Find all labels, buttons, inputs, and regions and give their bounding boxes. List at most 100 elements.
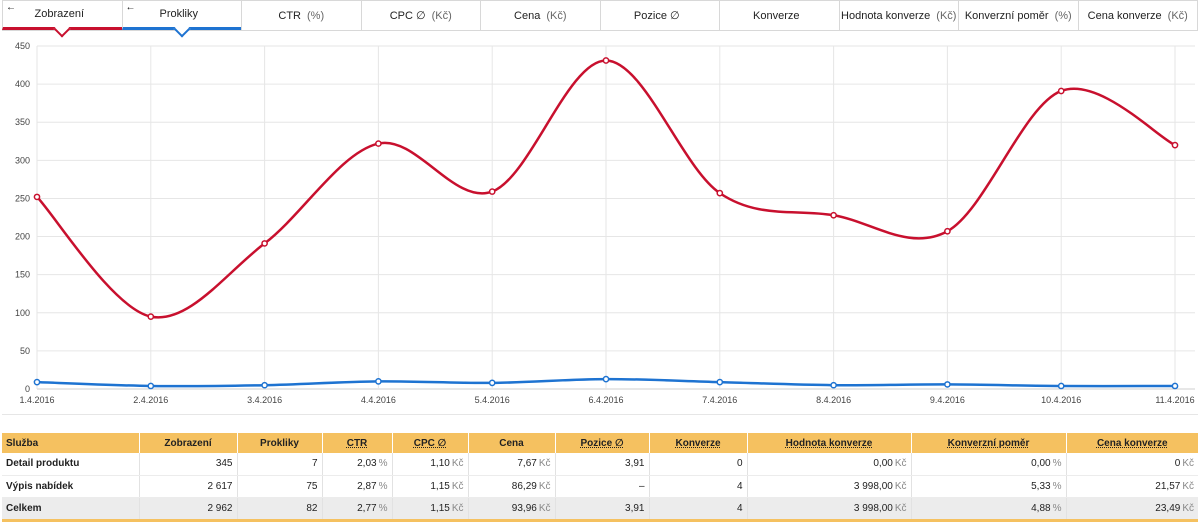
cell-unit: Kč <box>451 502 464 514</box>
col-header-label: CTR <box>346 437 368 449</box>
tab-pozice[interactable]: Pozice ∅ <box>599 0 719 30</box>
cell-value: 4 <box>736 480 743 492</box>
table-body: Detail produktu 345 7 2,03% 1,10 Kč 7,67 Kč 3,91… <box>2 453 1198 522</box>
table-cell: 82 <box>236 497 322 522</box>
table-cell: 2,03% <box>321 453 392 476</box>
tab-ctr[interactable]: CTR (%) <box>241 0 361 30</box>
data-point <box>375 378 382 385</box>
tab-label: Cena konverze <box>1087 9 1162 22</box>
tab-unit: (Kč) <box>546 9 567 22</box>
table-cell: 75 <box>236 475 322 498</box>
cell-unit: % <box>378 458 388 470</box>
tab-prokliky[interactable]: ← Prokliky <box>121 0 241 30</box>
cell-value: 86,29 <box>511 480 537 492</box>
cell-value: 3 998,00 <box>853 480 893 492</box>
tab-konverzni-pomer[interactable]: Konverzní poměr (%) <box>958 0 1078 30</box>
cell-value: 1,15 <box>430 480 450 492</box>
x-tick-label: 4.4.2016 <box>361 395 396 405</box>
col-header-ctr[interactable]: CTR <box>321 433 392 453</box>
tab-hodnota-konverze[interactable]: Hodnota konverze (Kč) <box>838 0 958 30</box>
x-tick-label: 2.4.2016 <box>133 395 168 405</box>
col-header-hodnota-konverze[interactable]: Hodnota konverze <box>746 433 911 453</box>
col-header-konverzni-pomer[interactable]: Konverzní poměr <box>910 433 1066 453</box>
cell-value: 75 <box>306 480 318 492</box>
table-cell: 0,00% <box>910 453 1066 476</box>
table-cell: 2,77% <box>321 497 392 522</box>
col-header-prokliky[interactable]: Prokliky <box>236 433 322 453</box>
cell-value: 2,03 <box>357 458 377 470</box>
tab-unit: (%) <box>1054 9 1072 22</box>
chart-divider <box>2 414 1198 415</box>
col-header-zobrazeni[interactable]: Zobrazení <box>138 433 237 453</box>
cell-unit: Kč <box>1182 480 1194 492</box>
data-point <box>1057 87 1065 95</box>
col-header-konverze[interactable]: Konverze <box>648 433 747 453</box>
cell-value: 2,77 <box>357 502 377 514</box>
col-header-label: Hodnota konverze <box>785 437 873 449</box>
cell-value: 7 <box>311 458 318 470</box>
series-line-0 <box>36 59 1176 319</box>
cell-unit: % <box>378 502 388 514</box>
col-header-cpc[interactable]: CPC ∅ <box>391 433 468 453</box>
service-name: Detail produktu <box>2 453 139 476</box>
remove-series-icon[interactable]: ← <box>125 2 136 13</box>
table-cell: 7 <box>236 453 322 476</box>
data-point <box>830 211 837 219</box>
table-cell: 7,67 Kč <box>467 453 555 476</box>
table-cell: 4 <box>648 475 747 498</box>
cell-unit: % <box>1052 502 1062 514</box>
x-tick-label: 1.4.2016 <box>19 395 54 405</box>
cell-value: 5,33 <box>1031 480 1051 492</box>
remove-series-icon[interactable]: ← <box>6 2 16 13</box>
data-point <box>944 381 951 388</box>
cell-unit: Kč <box>1182 458 1194 470</box>
table-cell: – <box>554 475 649 498</box>
cell-unit: Kč <box>538 458 551 470</box>
table-cell: 0 Kč <box>1065 453 1198 476</box>
stats-table: Služba Zobrazení Prokliky CTR CPC ∅ Cena… <box>2 433 1198 522</box>
cell-value: 0 <box>736 458 743 470</box>
table-row: Detail produktu 345 7 2,03% 1,10 Kč 7,67 Kč 3,91… <box>2 453 1198 476</box>
cell-value: 21,57 <box>1155 480 1181 492</box>
table-cell: 0 <box>648 453 747 476</box>
table-cell: 0,00 Kč <box>746 453 911 476</box>
x-tick-label: 6.4.2016 <box>588 395 623 405</box>
tab-zobrazeni[interactable]: ← Zobrazení <box>2 0 122 30</box>
tab-label: Prokliky <box>159 8 198 20</box>
cell-value: 1,15 <box>430 502 450 514</box>
col-header-cena-konverze[interactable]: Cena konverze <box>1065 433 1198 453</box>
cell-unit: Kč <box>538 480 551 492</box>
service-name: Výpis nabídek <box>2 475 139 498</box>
col-header-sluzba: Služba <box>2 433 139 453</box>
tab-cena-konverze[interactable]: Cena konverze (Kč) <box>1077 0 1198 30</box>
chart-svg: 0 50 100 150 200 250 300 350 400 450 1.4.2016 2.4.2… <box>15 41 1195 405</box>
table-cell: 23,49 Kč <box>1065 497 1198 522</box>
col-header-pozice[interactable]: Pozice ∅ <box>554 433 649 453</box>
tab-cena[interactable]: Cena (Kč) <box>480 0 600 30</box>
cell-unit: % <box>1052 480 1062 492</box>
data-point <box>261 240 268 247</box>
cell-value: 82 <box>306 502 318 514</box>
y-tick-label: 300 <box>15 155 30 165</box>
table-cell: 1,10 Kč <box>391 453 468 476</box>
cell-value: – <box>638 480 645 492</box>
tab-label: Konverze <box>753 9 800 22</box>
metric-tabs: ← Zobrazení ← Prokliky CTR (%) CPC ∅ (Kč) Ce… <box>2 0 1198 31</box>
table-cell: 1,15 Kč <box>391 497 468 522</box>
cell-unit: Kč <box>894 480 907 492</box>
tab-label: Hodnota konverze <box>841 9 931 22</box>
cell-value: 7,67 <box>517 458 537 470</box>
tab-unit: (%) <box>307 9 325 22</box>
tab-cpc[interactable]: CPC ∅ (Kč) <box>360 0 480 30</box>
tab-konverze[interactable]: Konverze <box>719 0 839 30</box>
table-cell: 2 962 <box>138 497 237 522</box>
col-header-cena[interactable]: Cena <box>467 433 555 453</box>
tab-label: CTR <box>278 9 301 22</box>
table-cell: 3 998,00 Kč <box>746 497 911 522</box>
tab-label: Konverzní poměr <box>964 9 1049 22</box>
col-header-label: CPC ∅ <box>413 437 447 449</box>
cell-value: 2 962 <box>207 502 233 514</box>
table-total-row: Celkem 2 962 82 2,77% 1,15 Kč 93,96 Kč 3,91 4 3 99… <box>2 497 1198 522</box>
data-point <box>147 313 155 320</box>
y-tick-label: 150 <box>15 270 30 280</box>
